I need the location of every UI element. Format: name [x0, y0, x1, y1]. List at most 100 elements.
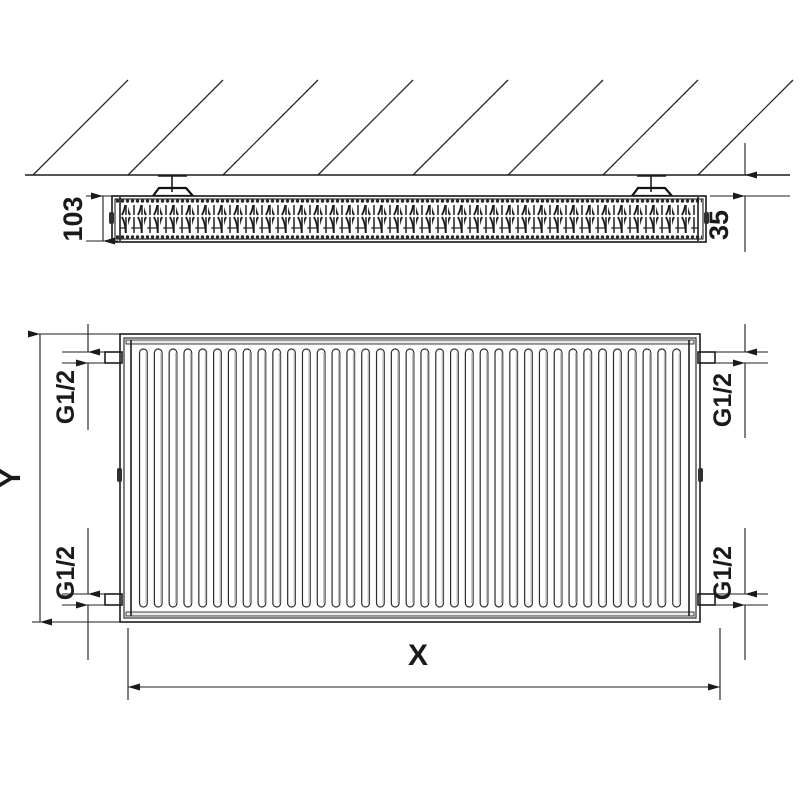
front-view-fin-shading [589, 352, 592, 604]
dimension-y-overall-height: Y [0, 330, 120, 626]
front-view-fin [420, 348, 430, 608]
front-view-fin-shading [412, 352, 414, 604]
dimension-g12-bottom-right-label: G1/2 [709, 546, 737, 600]
front-view-right-port [698, 468, 703, 482]
front-view-fin-shading [515, 352, 518, 604]
front-view-fin-shading [663, 352, 666, 604]
dimension-35-label: 35 [704, 210, 734, 240]
front-view-fin-shading [649, 352, 651, 604]
front-view-fin-shading [500, 352, 503, 604]
front-view-panel-inner-edge [123, 337, 697, 619]
front-view-fin-group [138, 348, 682, 608]
front-view-fin [227, 348, 237, 608]
dimension-x-overall-width: X [127, 628, 721, 700]
front-view-bottom-rail [125, 611, 695, 617]
front-view-fin [672, 348, 682, 608]
front-view-fin-shading [189, 352, 192, 604]
front-view-fin-shading [278, 352, 281, 604]
front-view-fin [287, 348, 296, 608]
front-view-fin [553, 348, 563, 608]
front-view-fin-shading [263, 352, 266, 604]
front-view-fin-shading [486, 352, 488, 604]
front-view-fin [583, 348, 593, 608]
front-view-fin [168, 348, 178, 608]
front-elevation-view: G1/2 G1/2 G1/2 [0, 324, 768, 700]
front-view-fin-shading [352, 352, 355, 604]
dimension-g12-top-left-label: G1/2 [52, 370, 80, 424]
dimension-y-label: Y [0, 468, 27, 488]
wall-hatching [32, 79, 794, 176]
front-view-fin-shading [441, 352, 444, 604]
front-view-fin-shading [619, 352, 621, 604]
mounting-bracket-right [629, 175, 675, 198]
front-view-fin-shading [560, 352, 562, 604]
front-view-fin [331, 348, 341, 608]
front-view-fin [612, 348, 622, 608]
side-section-view: 103 35 [25, 79, 794, 252]
front-view-fin-shading [323, 352, 325, 604]
front-view-fin [346, 348, 356, 608]
front-view-fin [598, 348, 607, 608]
front-view-fin [213, 348, 222, 608]
dimension-g12-bottom-left: G1/2 [52, 528, 108, 660]
front-view-fin-shading [382, 352, 385, 604]
front-view-fin-shading [219, 352, 222, 604]
front-view-fin [627, 348, 637, 608]
front-view-fin [657, 348, 667, 608]
front-view-fin-shading [456, 352, 459, 604]
front-view-fin [568, 348, 578, 608]
front-view-fin [390, 348, 400, 608]
side-view-left-port [109, 212, 114, 224]
front-view-fin [138, 348, 148, 608]
dimension-35: 35 [704, 143, 790, 252]
front-view-fin-shading [367, 352, 370, 604]
dimension-103-label: 103 [58, 196, 88, 241]
front-view-fin-shading [471, 352, 473, 604]
front-view-fin [435, 348, 445, 608]
front-view-fin-shading [204, 352, 207, 604]
front-view-fin-shading [175, 352, 177, 604]
front-view-fin [183, 348, 193, 608]
front-view-fin-shading [160, 352, 162, 604]
dimension-g12-bottom-right: G1/2 [709, 528, 768, 660]
dimension-g12-top-left: G1/2 [52, 324, 108, 430]
front-view-fin-shading [574, 352, 577, 604]
front-view-fin [524, 348, 533, 608]
front-view-fin-shading [397, 352, 399, 604]
front-view-fin-shading [308, 352, 310, 604]
front-view-fin [479, 348, 489, 608]
front-view-fin-shading [678, 352, 681, 604]
front-view-fin [316, 348, 326, 608]
front-view-fin [361, 348, 371, 608]
front-view-fin [153, 348, 163, 608]
front-view-fin-shading [634, 352, 636, 604]
dimension-x-label: X [408, 639, 428, 672]
front-view-fin [464, 348, 474, 608]
front-view-fin [257, 348, 267, 608]
front-view-fin [405, 348, 415, 608]
front-view-fin-shading [426, 352, 429, 604]
front-view-fin-shading [293, 352, 296, 604]
front-view-fin [198, 348, 208, 608]
front-view-fin-shading [249, 352, 251, 604]
front-view-fin-shading [338, 352, 340, 604]
front-view-fin-shading [545, 352, 547, 604]
front-view-fin [509, 348, 519, 608]
front-view-fin [494, 348, 504, 608]
dimension-g12-bottom-left-label: G1/2 [52, 546, 80, 600]
front-view-fin [642, 348, 652, 608]
front-view-fin [538, 348, 548, 608]
side-view-radiator-body [109, 195, 709, 243]
dimension-g12-top-right-label: G1/2 [709, 373, 737, 427]
front-view-fin-shading [530, 352, 533, 604]
front-view-fin [449, 348, 459, 608]
front-view-fin-shading [234, 352, 236, 604]
front-view-fin [272, 348, 282, 608]
mounting-bracket-left [150, 175, 196, 198]
front-view-top-rail [125, 339, 695, 345]
front-view-fin-shading [145, 352, 148, 604]
front-view-fin [301, 348, 311, 608]
side-view-right-port [704, 212, 709, 224]
